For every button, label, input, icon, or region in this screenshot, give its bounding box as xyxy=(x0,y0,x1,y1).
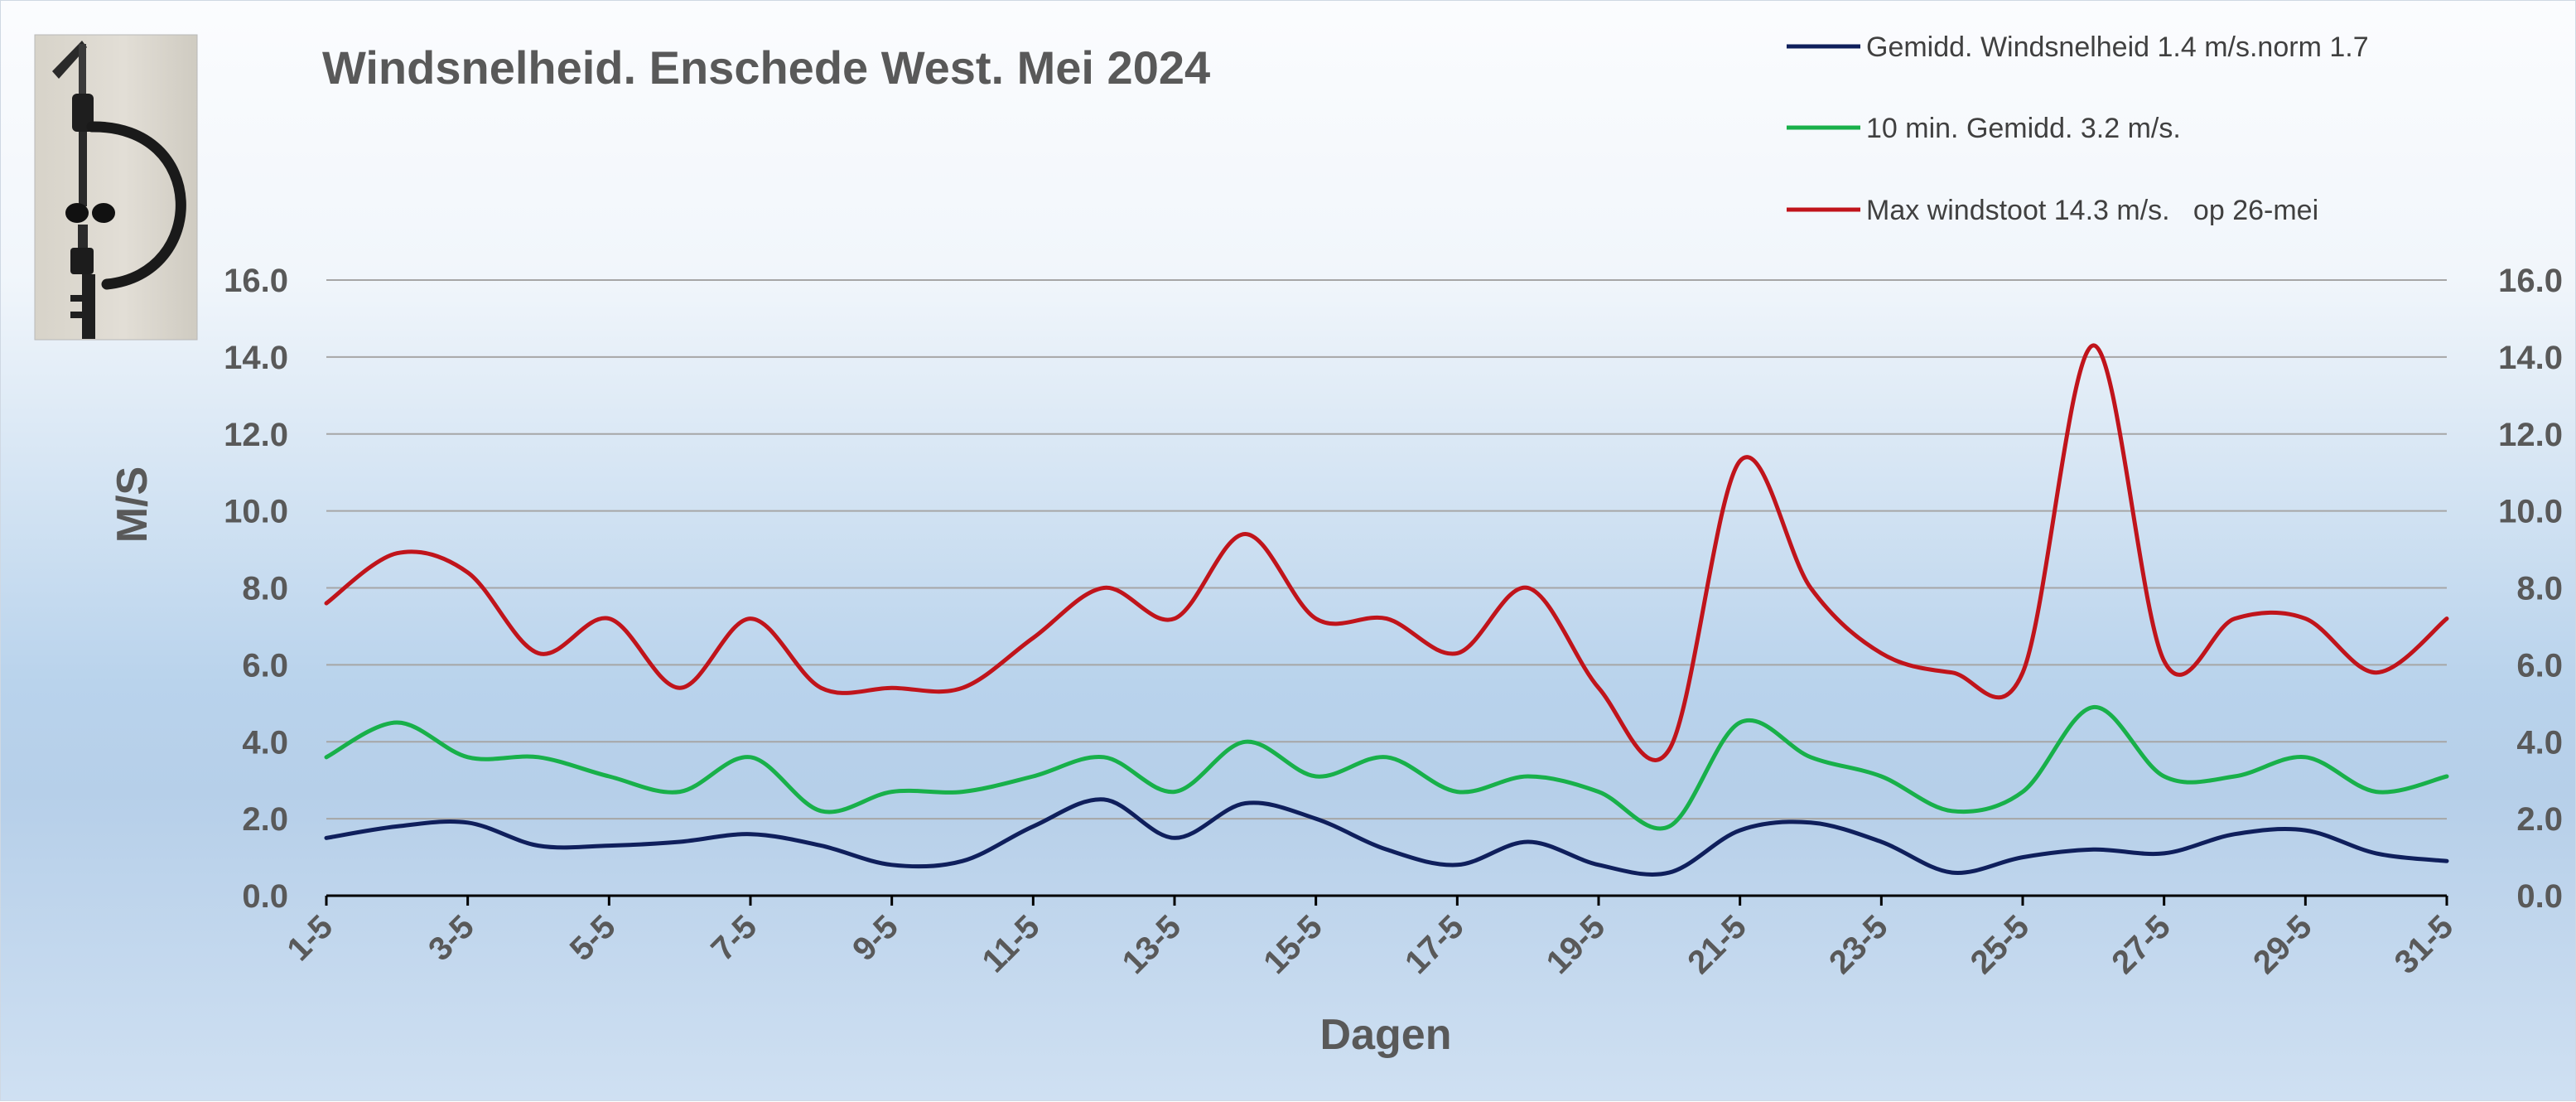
y-tick-label-right: 2.0 xyxy=(2516,801,2563,838)
x-tick-label: 7-5 xyxy=(704,908,764,968)
y-tick-label-right: 16.0 xyxy=(2498,263,2563,299)
x-axis-ticks: 1-5 3-5 5-5 7-5 9-5 11-5 13-5 15-5 17-5 19-5 21-5 2… xyxy=(280,896,2460,981)
x-axis-title: Dagen xyxy=(1320,1011,1452,1059)
x-tick-label: 19-5 xyxy=(1540,908,1613,981)
legend-entry: Max windstoot 14.3 m/s. op 26-mei xyxy=(1866,195,2318,226)
x-tick-label: 29-5 xyxy=(2246,908,2319,981)
y-tick-label-left: 6.0 xyxy=(242,647,288,684)
x-tick-label: 23-5 xyxy=(1822,908,1895,981)
y-tick-label-left: 0.0 xyxy=(242,878,288,915)
gridlines xyxy=(326,279,2447,820)
legend-entry: 10 min. Gemidd. 3.2 m/s. xyxy=(1866,113,2181,144)
y-tick-label-left: 12.0 xyxy=(224,417,288,453)
x-tick-label: 27-5 xyxy=(2105,908,2178,981)
x-tick-label: 3-5 xyxy=(422,908,481,968)
x-tick-label: 21-5 xyxy=(1681,908,1754,981)
y-tick-label-right: 6.0 xyxy=(2516,647,2563,684)
y-tick-label-right: 14.0 xyxy=(2498,340,2563,376)
x-tick-label: 1-5 xyxy=(280,908,340,968)
y-tick-label-right: 12.0 xyxy=(2498,417,2563,453)
y-tick-label-left: 4.0 xyxy=(242,724,288,761)
x-tick-label: 9-5 xyxy=(846,908,905,968)
x-tick-label: 25-5 xyxy=(1964,908,2037,981)
x-tick-label: 5-5 xyxy=(563,908,623,968)
x-tick-label: 13-5 xyxy=(1116,908,1189,981)
y-axis-title: M/S xyxy=(109,466,157,543)
y-axis-right-ticks: 0.0 2.0 4.0 6.0 8.0 10.0 12.0 14.0 16.0 xyxy=(2498,263,2563,915)
y-tick-label-right: 10.0 xyxy=(2498,494,2563,530)
y-tick-label-left: 16.0 xyxy=(224,263,288,299)
series-line-gemiddeld xyxy=(324,797,2449,877)
y-tick-label-left: 8.0 xyxy=(242,571,288,607)
chart-title: Windsnelheid. Enschede West. Mei 2024 xyxy=(322,41,1210,94)
legend: Gemidd. Windsnelheid 1.4 m/s.norm 1.7 10 … xyxy=(1787,31,2369,226)
y-tick-label-left: 2.0 xyxy=(242,801,288,838)
legend-entry: Gemidd. Windsnelheid 1.4 m/s.norm 1.7 xyxy=(1866,31,2369,63)
y-tick-label-left: 14.0 xyxy=(224,340,288,376)
series-lines xyxy=(324,343,2449,877)
x-tick-label: 31-5 xyxy=(2388,908,2461,981)
y-tick-label-right: 0.0 xyxy=(2516,878,2563,915)
series-line-10min xyxy=(324,705,2449,831)
y-tick-label-right: 4.0 xyxy=(2516,724,2563,761)
x-tick-label: 15-5 xyxy=(1257,908,1329,981)
y-axis-left-ticks: 0.0 2.0 4.0 6.0 8.0 10.0 12.0 14.0 16.0 xyxy=(224,263,288,915)
x-tick-label: 11-5 xyxy=(976,908,1047,979)
anemometer-photo xyxy=(34,34,198,341)
series-line-max-windstoot xyxy=(324,343,2449,762)
x-tick-label: 17-5 xyxy=(1398,908,1471,981)
y-tick-label-right: 8.0 xyxy=(2516,571,2563,607)
y-tick-label-left: 10.0 xyxy=(224,494,288,530)
